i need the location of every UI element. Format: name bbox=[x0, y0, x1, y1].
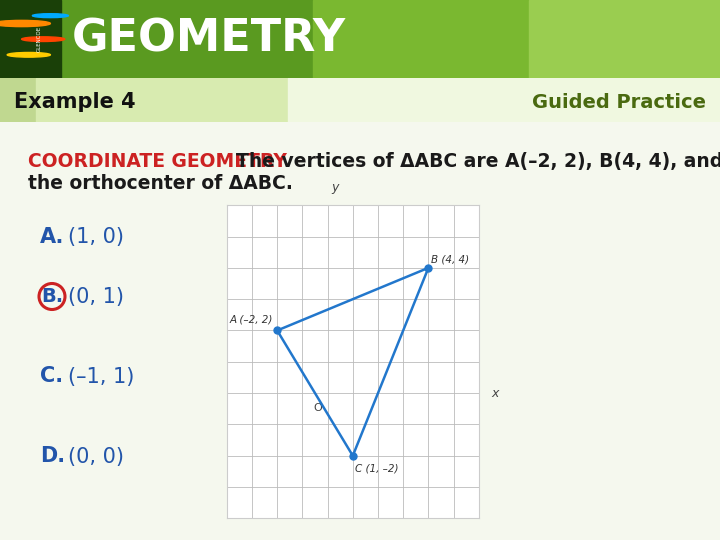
Text: Guided Practice: Guided Practice bbox=[531, 92, 706, 112]
Text: C.: C. bbox=[40, 367, 63, 387]
Text: O: O bbox=[314, 402, 323, 413]
Bar bbox=[36, 78, 288, 122]
Text: GLENCOE: GLENCOE bbox=[37, 26, 42, 52]
Text: A (–2, 2): A (–2, 2) bbox=[230, 314, 274, 324]
Text: B.: B. bbox=[41, 287, 63, 306]
Text: A.: A. bbox=[40, 226, 64, 246]
Text: GEOMETRY: GEOMETRY bbox=[72, 18, 346, 60]
Text: The vertices of ΔABC are A(–2, 2), B(4, 4), and C(1, –2). Find the coordinates o: The vertices of ΔABC are A(–2, 2), B(4, … bbox=[223, 152, 720, 171]
Text: (1, 0): (1, 0) bbox=[68, 226, 124, 246]
Text: COORDINATE GEOMETRY: COORDINATE GEOMETRY bbox=[28, 152, 287, 171]
Text: y: y bbox=[331, 181, 338, 194]
Text: C (1, –2): C (1, –2) bbox=[356, 463, 399, 474]
Bar bbox=[0, 0, 61, 78]
Circle shape bbox=[7, 52, 50, 57]
Text: D.: D. bbox=[40, 447, 65, 467]
Circle shape bbox=[0, 21, 50, 26]
Bar bbox=[288, 78, 720, 122]
Bar bbox=[529, 0, 720, 78]
Circle shape bbox=[32, 14, 68, 18]
Bar bbox=[0, 78, 36, 122]
Text: Example 4: Example 4 bbox=[14, 92, 136, 112]
Text: (0, 0): (0, 0) bbox=[68, 447, 124, 467]
Bar bbox=[61, 0, 313, 78]
Text: (0, 1): (0, 1) bbox=[68, 287, 124, 307]
Text: x: x bbox=[492, 387, 499, 400]
Text: (–1, 1): (–1, 1) bbox=[68, 367, 135, 387]
Bar bbox=[313, 0, 529, 78]
Circle shape bbox=[22, 37, 65, 42]
Bar bbox=[0, 0, 61, 78]
Text: the orthocenter of ΔABC.: the orthocenter of ΔABC. bbox=[28, 173, 293, 192]
Text: B (4, 4): B (4, 4) bbox=[431, 255, 469, 265]
